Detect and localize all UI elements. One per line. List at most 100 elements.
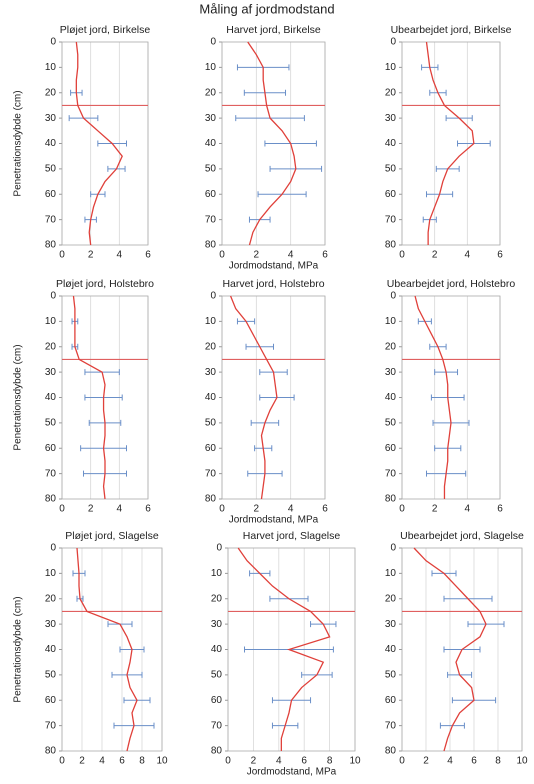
x-tick-label: 4 bbox=[99, 756, 105, 767]
profile-line bbox=[247, 41, 297, 246]
y-tick-label: 0 bbox=[50, 291, 56, 302]
y-tick-label: 70 bbox=[45, 720, 57, 731]
y-tick-label: 20 bbox=[45, 87, 57, 98]
x-tick-label: 2 bbox=[251, 756, 257, 767]
y-tick-label: 50 bbox=[385, 418, 397, 429]
y-axis-label: Penetrationsdybde (cm) bbox=[13, 90, 24, 196]
y-tick-label: 0 bbox=[216, 543, 222, 554]
panel-title: Ubearbejdet jord, Slagelse bbox=[400, 530, 524, 542]
y-axis-label: Penetrationsdybde (cm) bbox=[13, 596, 24, 702]
y-tick-label: 40 bbox=[385, 392, 397, 403]
x-axis-label: Jordmodstand, MPa bbox=[247, 767, 337, 778]
y-tick-label: 60 bbox=[385, 443, 397, 454]
y-tick-label: 20 bbox=[205, 87, 217, 98]
y-tick-label: 30 bbox=[385, 619, 397, 630]
y-tick-label: 0 bbox=[210, 291, 216, 302]
x-tick-label: 4 bbox=[447, 756, 453, 767]
y-tick-label: 40 bbox=[45, 644, 57, 655]
plot-frame bbox=[401, 295, 501, 500]
x-tick-label: 10 bbox=[156, 756, 168, 767]
x-tick-label: 0 bbox=[399, 756, 405, 767]
x-tick-label: 8 bbox=[495, 756, 501, 767]
y-tick-label: 30 bbox=[45, 113, 57, 124]
y-tick-label: 70 bbox=[385, 214, 397, 225]
panel-title: Harvet jord, Slagelse bbox=[243, 530, 341, 542]
x-tick-label: 2 bbox=[88, 250, 94, 261]
y-tick-label: 30 bbox=[385, 367, 397, 378]
plot-frame bbox=[61, 41, 149, 246]
y-tick-label: 20 bbox=[45, 593, 57, 604]
x-tick-label: 0 bbox=[399, 504, 405, 515]
y-tick-label: 80 bbox=[385, 746, 397, 757]
profile-line bbox=[237, 547, 331, 751]
plot-frame bbox=[221, 41, 326, 246]
x-tick-label: 6 bbox=[145, 504, 151, 515]
plot-frame bbox=[61, 547, 163, 752]
y-tick-label: 40 bbox=[205, 392, 217, 403]
x-tick-label: 6 bbox=[322, 250, 328, 261]
y-tick-label: 20 bbox=[385, 341, 397, 352]
y-tick-label: 70 bbox=[385, 468, 397, 479]
y-tick-label: 10 bbox=[205, 316, 217, 327]
y-tick-label: 50 bbox=[211, 670, 223, 681]
y-axis-label: Penetrationsdybde (cm) bbox=[13, 344, 24, 450]
x-tick-label: 4 bbox=[117, 250, 123, 261]
y-tick-label: 30 bbox=[45, 367, 57, 378]
y-tick-label: 40 bbox=[45, 138, 57, 149]
x-tick-label: 6 bbox=[145, 250, 151, 261]
y-tick-label: 40 bbox=[45, 392, 57, 403]
y-tick-label: 10 bbox=[385, 316, 397, 327]
panel-title: Pløjet jord, Birkelse bbox=[60, 24, 151, 36]
y-tick-label: 70 bbox=[205, 214, 217, 225]
y-tick-label: 20 bbox=[205, 341, 217, 352]
x-tick-label: 4 bbox=[288, 250, 294, 261]
x-tick-label: 6 bbox=[497, 250, 503, 261]
y-tick-label: 10 bbox=[385, 568, 397, 579]
page-title: Måling af jordmodstand bbox=[199, 1, 334, 16]
y-tick-label: 50 bbox=[385, 670, 397, 681]
panel-title: Ubearbejdet jord, Birkelse bbox=[391, 24, 512, 36]
x-tick-label: 0 bbox=[399, 250, 405, 261]
x-tick-label: 0 bbox=[59, 756, 65, 767]
y-tick-label: 60 bbox=[205, 189, 217, 200]
x-tick-label: 0 bbox=[225, 756, 231, 767]
panel-title: Ubearbejdet jord, Holstebro bbox=[387, 278, 516, 290]
x-tick-label: 6 bbox=[322, 504, 328, 515]
x-tick-label: 2 bbox=[79, 756, 85, 767]
y-tick-label: 80 bbox=[45, 494, 57, 505]
x-tick-label: 4 bbox=[276, 756, 282, 767]
x-tick-label: 2 bbox=[432, 250, 438, 261]
y-tick-label: 40 bbox=[385, 138, 397, 149]
y-tick-label: 10 bbox=[205, 62, 217, 73]
profile-line bbox=[76, 547, 138, 752]
profile-line bbox=[413, 547, 487, 752]
y-tick-label: 50 bbox=[205, 164, 217, 175]
y-tick-label: 40 bbox=[211, 644, 223, 655]
y-tick-label: 80 bbox=[385, 240, 397, 251]
x-axis-label: Jordmodstand, MPa bbox=[229, 515, 319, 526]
y-tick-label: 30 bbox=[205, 367, 217, 378]
profile-line bbox=[72, 295, 106, 500]
x-tick-label: 10 bbox=[349, 756, 361, 767]
x-tick-label: 2 bbox=[432, 504, 438, 515]
y-tick-label: 0 bbox=[50, 37, 56, 48]
profile-line bbox=[425, 41, 475, 245]
x-tick-label: 6 bbox=[301, 756, 307, 767]
y-tick-label: 10 bbox=[45, 316, 57, 327]
panel-title: Harvet jord, Holstebro bbox=[222, 278, 324, 290]
x-axis-label: Jordmodstand, MPa bbox=[229, 261, 319, 272]
y-tick-label: 80 bbox=[45, 746, 57, 757]
y-tick-label: 60 bbox=[205, 443, 217, 454]
y-tick-label: 0 bbox=[210, 37, 216, 48]
plot-frame bbox=[401, 41, 501, 246]
x-tick-label: 0 bbox=[59, 250, 65, 261]
y-tick-label: 20 bbox=[385, 593, 397, 604]
y-tick-label: 50 bbox=[385, 164, 397, 175]
x-tick-label: 2 bbox=[423, 756, 429, 767]
y-tick-label: 60 bbox=[45, 189, 57, 200]
y-tick-label: 60 bbox=[385, 695, 397, 706]
x-tick-label: 6 bbox=[119, 756, 125, 767]
profile-line bbox=[229, 295, 278, 500]
